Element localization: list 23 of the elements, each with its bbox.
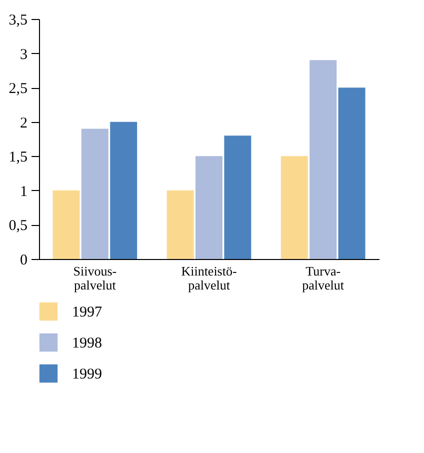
y-tick-label: 2,5 xyxy=(8,81,28,98)
bar xyxy=(310,60,337,259)
y-tick-label: 0,5 xyxy=(8,218,28,234)
y-tick-label: 3,5 xyxy=(8,12,28,28)
bar xyxy=(196,156,222,259)
bar xyxy=(338,88,366,259)
x-tick-label: Turva- palvelut xyxy=(302,264,344,292)
legend-label: 1997 xyxy=(72,304,102,320)
bar xyxy=(224,136,252,259)
legend-label: 1998 xyxy=(72,336,102,352)
x-tick-label: Kiinteistö- palvelut xyxy=(181,264,237,292)
y-tick-label: 1,5 xyxy=(8,150,28,166)
bar xyxy=(166,190,194,259)
y-tick-label: 2 xyxy=(20,115,28,132)
bar xyxy=(52,190,80,259)
x-tick-label: Siivous- palvelut xyxy=(73,264,117,292)
y-tick-label: 3 xyxy=(20,46,28,63)
y-tick-label: 1 xyxy=(20,184,28,200)
bar xyxy=(280,156,308,259)
legend-label: 1999 xyxy=(72,366,102,382)
y-tick-label: 0 xyxy=(20,252,28,268)
bar xyxy=(110,122,138,259)
bar xyxy=(81,128,108,259)
